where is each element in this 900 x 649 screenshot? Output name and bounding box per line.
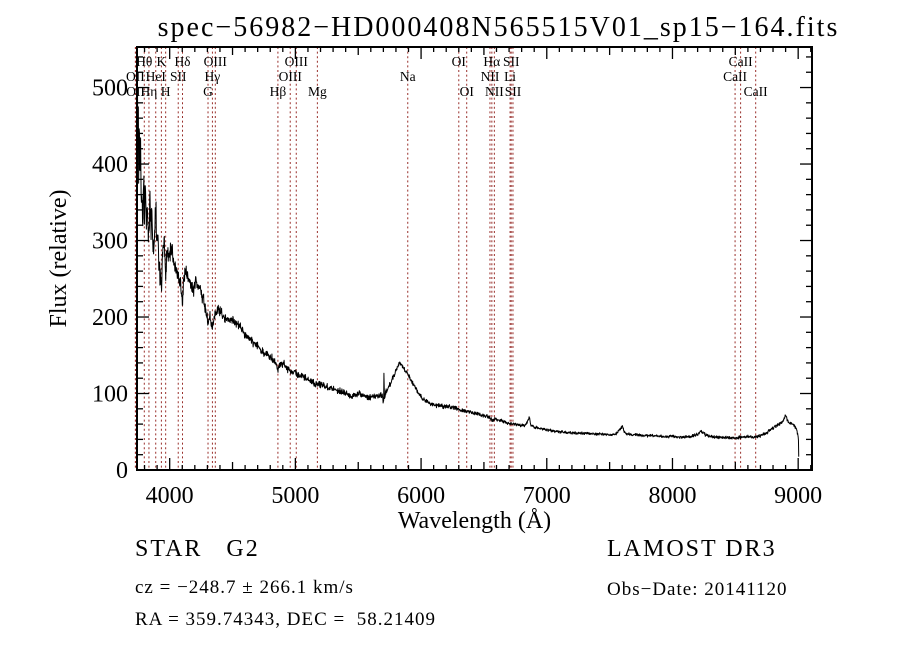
- line-label-OI: OI: [460, 84, 475, 99]
- axis-ticks: [137, 47, 812, 470]
- line-label-NII: NII: [485, 84, 504, 99]
- tick-labels: 4000 5000 6000 7000 8000 9000 0 100 200 300 400 500: [92, 76, 822, 509]
- x-tick-4000: 4000: [146, 483, 194, 509]
- line-label-CaII: CaII: [729, 54, 753, 69]
- cz-value-label: cz = −248.7 ± 266.1 km/s: [135, 577, 354, 598]
- line-label-Hδ: Hδ: [174, 54, 190, 69]
- line-label-Li: Li: [504, 69, 516, 84]
- y-tick-200: 200: [92, 305, 128, 331]
- y-axis-title: Flux (relative): [46, 190, 72, 328]
- x-axis-title: Wavelength (Å): [398, 508, 551, 534]
- x-tick-8000: 8000: [648, 483, 696, 509]
- line-label-H: H: [161, 84, 171, 99]
- line-label-SII: SII: [170, 69, 187, 84]
- line-label-OII: OII: [126, 69, 145, 84]
- line-label-K: K: [157, 54, 167, 69]
- y-tick-500: 500: [92, 76, 128, 102]
- line-label-SII: SII: [505, 84, 522, 99]
- line-label-CaII: CaII: [744, 84, 768, 99]
- line-label-SII: SII: [503, 54, 520, 69]
- obs-date-label: Obs−Date: 20141120: [607, 579, 788, 600]
- object-class-label: STAR G2: [135, 536, 260, 562]
- x-tick-7000: 7000: [523, 483, 571, 509]
- line-label-Na: Na: [400, 69, 416, 84]
- x-tick-9000: 9000: [774, 483, 822, 509]
- y-tick-400: 400: [92, 152, 128, 178]
- line-label-OIII: OIII: [279, 69, 303, 84]
- line-label-OIII: OIII: [285, 54, 309, 69]
- line-label-OIII: OIII: [204, 54, 228, 69]
- ra-dec-label: RA = 359.74343, DEC = 58.21409: [135, 609, 437, 630]
- line-label-HeI: HeI: [146, 69, 167, 84]
- line-label-Hα: Hα: [483, 54, 500, 69]
- line-label-Hβ: Hβ: [270, 84, 287, 99]
- y-tick-100: 100: [92, 382, 128, 408]
- line-label-G: G: [203, 84, 213, 99]
- line-label-OI: OI: [452, 54, 467, 69]
- x-tick-6000: 6000: [397, 483, 445, 509]
- line-label-Hγ: Hγ: [205, 69, 221, 84]
- y-tick-0: 0: [116, 458, 128, 484]
- survey-label: LAMOST DR3: [607, 536, 777, 562]
- plot-frame: [136, 46, 813, 471]
- line-label-Mg: Mg: [308, 84, 327, 99]
- line-label-Hη: Hη: [141, 84, 158, 99]
- line-label-CaII: CaII: [723, 69, 747, 84]
- line-label-NII: NII: [481, 69, 500, 84]
- y-tick-300: 300: [92, 229, 128, 255]
- plot-title: spec−56982−HD000408N565515V01_sp15−164.f…: [157, 12, 840, 43]
- line-label-Hθ: Hθ: [136, 54, 152, 69]
- spectrum-curve: [137, 93, 800, 457]
- x-tick-5000: 5000: [271, 483, 319, 509]
- spectral-line-markers: [134, 47, 757, 470]
